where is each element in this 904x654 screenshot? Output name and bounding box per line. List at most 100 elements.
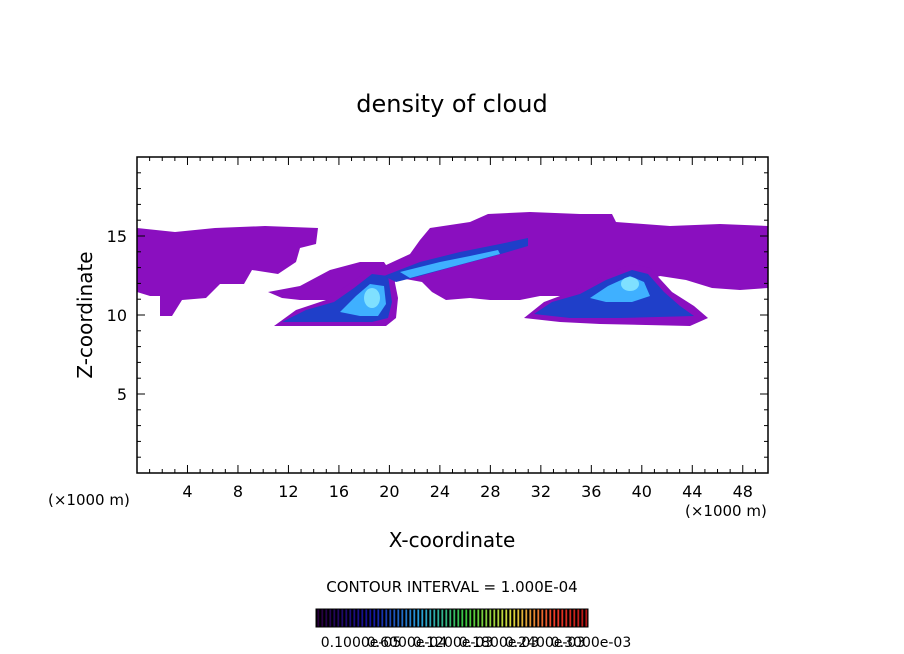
y-axis-ticks: 5 10 15 (107, 172, 768, 458)
colorbar-swatch (461, 609, 464, 627)
colorbar-swatch (377, 609, 380, 627)
colorbar-swatch (409, 609, 412, 627)
density-field (137, 212, 768, 326)
x-tick-label: 20 (379, 482, 399, 501)
colorbar-labels: 0.1000e-050.6000e-040.1200e-030.1800e-03… (321, 635, 631, 651)
colorbar-swatch (581, 609, 584, 627)
colorbar-swatch (325, 609, 328, 627)
colorbar-swatch (401, 609, 404, 627)
colorbar-swatch (509, 609, 512, 627)
colorbar-swatch (493, 609, 496, 627)
x-tick-label: 48 (733, 482, 753, 501)
x-axis-label: X-coordinate (389, 528, 516, 552)
colorbar-background (316, 609, 588, 627)
colorbar-swatch (397, 609, 400, 627)
colorbar-swatch (537, 609, 540, 627)
colorbar-swatch (525, 609, 528, 627)
contour-interval-label: CONTOUR INTERVAL = 1.000E-04 (326, 578, 577, 596)
colorbar-swatch (529, 609, 532, 627)
colorbar-swatch (573, 609, 576, 627)
colorbar-swatch (513, 609, 516, 627)
colorbar-label: 0.3000e-03 (551, 635, 631, 651)
colorbar-swatch (485, 609, 488, 627)
colorbar-swatch (329, 609, 332, 627)
colorbar-swatch (441, 609, 444, 627)
colorbar-label: 0.6000e-04 (367, 635, 448, 651)
colorbar-swatch (381, 609, 384, 627)
colorbar-label: 0.1800e-03 (459, 635, 539, 651)
colorbar-swatch (429, 609, 432, 627)
upper-anvil-layer-right (384, 212, 768, 300)
colorbar-swatch (577, 609, 580, 627)
colorbar-swatch (413, 609, 416, 627)
colorbar-swatch (317, 609, 320, 627)
colorbar-swatch (557, 609, 560, 627)
colorbar-swatch (497, 609, 500, 627)
colorbar-swatch (481, 609, 484, 627)
colorbar-swatch (477, 609, 480, 627)
colorbar-swatch (365, 609, 368, 627)
left-cloud-cell-peak (364, 288, 380, 308)
y-tick-label: 10 (107, 306, 127, 325)
colorbar-swatch (345, 609, 348, 627)
colorbar-frame (315, 608, 589, 628)
colorbar-swatch (585, 609, 588, 627)
colorbar-swatch (445, 609, 448, 627)
colorbar-swatch (361, 609, 364, 627)
colorbar-swatch (561, 609, 564, 627)
colorbar-swatch (433, 609, 436, 627)
upper-anvil-layer (137, 226, 318, 316)
x-tick-label: 16 (329, 482, 349, 501)
colorbar-swatch (517, 609, 520, 627)
x-unit-left: (×1000 m) (48, 491, 130, 509)
right-cloud-cell-peak (621, 277, 639, 291)
colorbar-swatch (393, 609, 396, 627)
colorbar-swatch (565, 609, 568, 627)
x-tick-label: 32 (531, 482, 551, 501)
colorbar-swatch (469, 609, 472, 627)
colorbar-swatch (425, 609, 428, 627)
colorbar-swatch (341, 609, 344, 627)
colorbar-swatch (569, 609, 572, 627)
x-tick-label: 24 (430, 482, 450, 501)
colorbar-swatch (449, 609, 452, 627)
colorbar-swatch (473, 609, 476, 627)
colorbar-swatch (417, 609, 420, 627)
colorbar-swatch (453, 609, 456, 627)
colorbar-swatch (541, 609, 544, 627)
colorbar-swatch (545, 609, 548, 627)
x-tick-label: 12 (278, 482, 298, 501)
colorbar-swatch (333, 609, 336, 627)
colorbar-swatch (405, 609, 408, 627)
y-tick-label: 15 (107, 227, 127, 246)
colorbar-swatch (505, 609, 508, 627)
x-tick-label: 44 (682, 482, 702, 501)
colorbar-swatch (437, 609, 440, 627)
x-tick-label: 4 (182, 482, 192, 501)
x-unit-right: (×1000 m) (685, 502, 767, 520)
x-tick-label: 36 (581, 482, 601, 501)
colorbar-swatch (521, 609, 524, 627)
colorbar-swatch (549, 609, 552, 627)
colorbar-swatch (389, 609, 392, 627)
colorbar-swatch (465, 609, 468, 627)
colorbar-swatch (457, 609, 460, 627)
colorbar-swatch (501, 609, 504, 627)
colorbar-swatch (373, 609, 376, 627)
colorbar-swatch (533, 609, 536, 627)
x-tick-label: 28 (480, 482, 500, 501)
colorbar-swatch (553, 609, 556, 627)
colorbar-swatch (349, 609, 352, 627)
colorbar-swatch (357, 609, 360, 627)
colorbar-swatch (369, 609, 372, 627)
x-axis-ticks: 4 8 12 16 20 24 28 32 36 40 44 48 (149, 157, 756, 501)
colorbar-swatch (321, 609, 324, 627)
colorbar-swatch (353, 609, 356, 627)
chart-title: density of cloud (356, 90, 547, 118)
y-axis-label: Z-coordinate (73, 251, 97, 378)
x-tick-label: 40 (632, 482, 652, 501)
colorbar-label: 0.1000e-05 (321, 635, 401, 651)
colorbar-swatch (337, 609, 340, 627)
colorbar-label: 0.2400e-03 (505, 635, 585, 651)
